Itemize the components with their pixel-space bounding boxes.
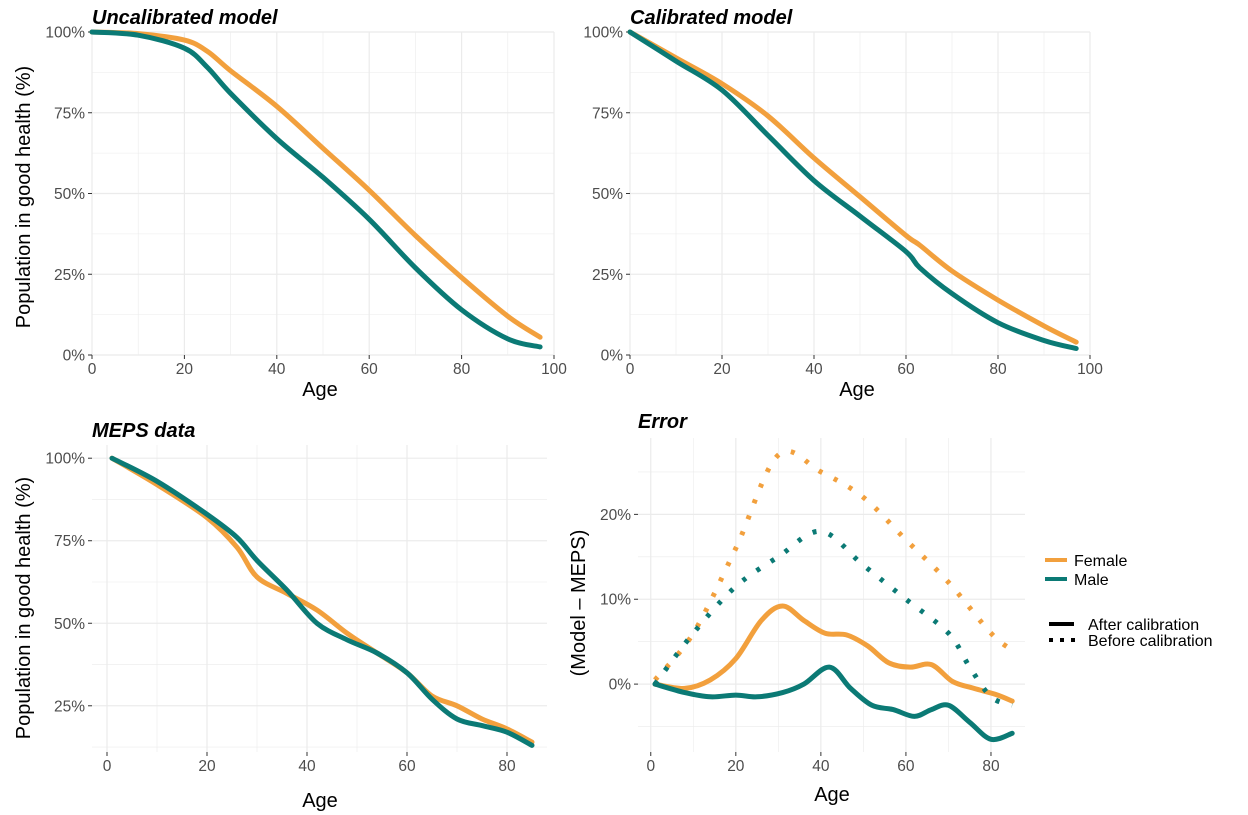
x-tick-label: 80 <box>498 758 516 775</box>
series-line-male <box>109 455 535 748</box>
grid <box>638 438 1025 752</box>
panel-title: Calibrated model <box>630 7 793 29</box>
y-tick-label: 0% <box>63 348 86 365</box>
x-tick-label: 20 <box>198 758 216 775</box>
y-axis-label: Population in good health (%) <box>13 477 35 739</box>
x-tick-label: 0 <box>626 361 635 378</box>
x-axis-label: Age <box>302 379 338 401</box>
panel-calibrated: Calibrated model Age 0 20 40 60 80 100 0% 25% 50… <box>583 7 1103 401</box>
panel-title: MEPS data <box>92 420 195 442</box>
x-tick-label: 80 <box>982 758 1000 775</box>
legend-label-female: Female <box>1074 553 1127 570</box>
y-tick-label: 0% <box>609 677 632 694</box>
y-tick-label: 50% <box>54 186 85 203</box>
y-tick-label: 25% <box>54 698 85 715</box>
series-line-male <box>652 664 1015 743</box>
y-tick-label: 10% <box>600 592 631 609</box>
x-axis-label: Age <box>814 784 850 806</box>
panel-meps: MEPS data Population in good health (%) … <box>13 420 547 812</box>
y-axis-label: Population in good health (%) <box>13 66 35 328</box>
x-tick-label: 20 <box>176 361 194 378</box>
x-tick-label: 60 <box>897 758 915 775</box>
y-tick-label: 75% <box>54 533 85 550</box>
grid <box>91 31 555 356</box>
legend-label-before-calibration: Before calibration <box>1088 633 1213 650</box>
series-line-male-before-calibration <box>653 528 1014 708</box>
panel-title: Uncalibrated model <box>92 7 278 29</box>
x-axis-label: Age <box>839 379 875 401</box>
series-line-female <box>627 29 1079 345</box>
x-tick-label: 0 <box>103 758 112 775</box>
series-line-female-before-calibration <box>653 448 1014 682</box>
series-line-female <box>89 29 543 340</box>
x-tick-label: 100 <box>541 361 567 378</box>
panel-error: Error (Model – MEPS) Age 0 20 40 60 80 0% 10% 2… <box>568 411 1025 806</box>
x-tick-label: 40 <box>812 758 830 775</box>
x-tick-label: 60 <box>398 758 416 775</box>
y-tick-label: 25% <box>592 267 623 284</box>
x-tick-label: 0 <box>88 361 97 378</box>
legend-label-after-calibration: After calibration <box>1088 617 1199 634</box>
legend: Female Male After calibration Before cal… <box>1045 553 1213 650</box>
y-tick-label: 0% <box>601 348 624 365</box>
y-tick-label: 100% <box>583 25 623 42</box>
panel-title: Error <box>638 411 688 433</box>
x-tick-label: 40 <box>268 361 286 378</box>
y-tick-label: 100% <box>45 25 85 42</box>
y-tick-label: 25% <box>54 267 85 284</box>
series-line-female <box>652 603 1015 704</box>
series-line-male <box>89 29 543 350</box>
y-axis-label: (Model – MEPS) <box>568 530 590 677</box>
x-axis-label: Age <box>302 790 338 812</box>
y-tick-label: 75% <box>54 105 85 122</box>
series-line-female <box>109 455 535 745</box>
x-tick-label: 40 <box>805 361 823 378</box>
panel-uncalibrated: Uncalibrated model Population in good he… <box>13 7 567 401</box>
x-tick-label: 80 <box>453 361 471 378</box>
x-tick-label: 100 <box>1077 361 1103 378</box>
x-tick-label: 20 <box>727 758 745 775</box>
series-line-male <box>627 29 1079 351</box>
x-tick-label: 60 <box>361 361 379 378</box>
y-tick-label: 50% <box>592 186 623 203</box>
grid <box>92 445 547 752</box>
x-tick-label: 40 <box>298 758 316 775</box>
y-tick-label: 20% <box>600 507 631 524</box>
legend-label-male: Male <box>1074 572 1109 589</box>
x-tick-label: 80 <box>989 361 1007 378</box>
y-tick-label: 100% <box>45 451 85 468</box>
x-tick-label: 0 <box>646 758 655 775</box>
y-tick-label: 75% <box>592 105 623 122</box>
y-tick-label: 50% <box>54 616 85 633</box>
x-tick-label: 60 <box>897 361 915 378</box>
x-tick-label: 20 <box>713 361 731 378</box>
